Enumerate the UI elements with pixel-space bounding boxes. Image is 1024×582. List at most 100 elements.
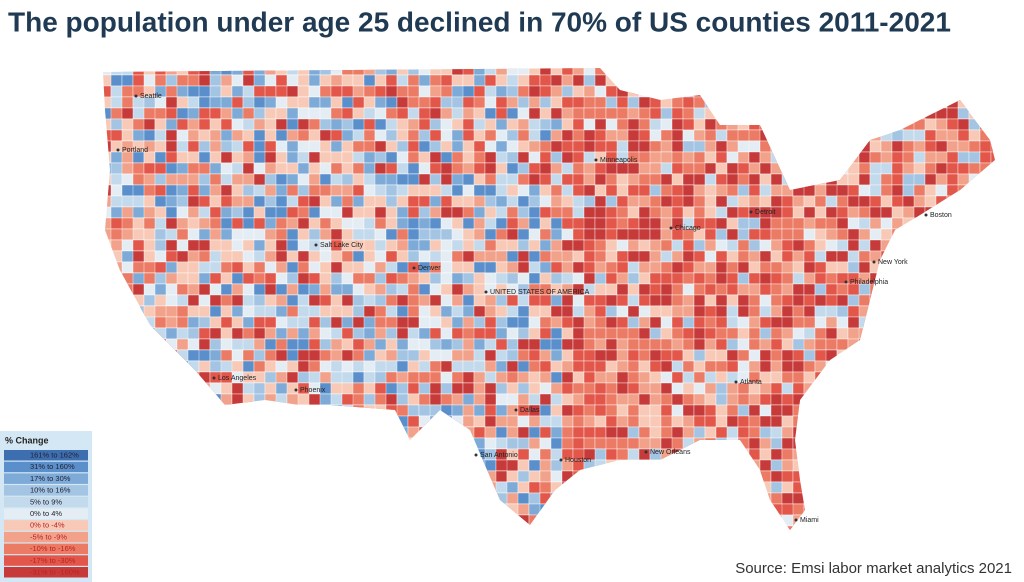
county	[121, 525, 134, 530]
county	[528, 206, 541, 219]
county	[924, 217, 937, 230]
county	[792, 68, 805, 76]
county	[979, 448, 992, 461]
county	[715, 371, 728, 384]
county	[176, 415, 189, 428]
county	[682, 327, 695, 340]
county	[506, 68, 519, 76]
county	[693, 74, 706, 87]
county	[726, 162, 739, 175]
county	[913, 129, 926, 142]
county	[429, 206, 442, 219]
county	[110, 448, 123, 461]
county	[352, 371, 365, 384]
county	[103, 404, 123, 417]
county	[957, 503, 970, 516]
county	[781, 68, 805, 76]
county	[682, 184, 695, 197]
county	[968, 173, 981, 186]
county	[979, 96, 992, 109]
county	[957, 68, 970, 76]
county	[330, 503, 365, 516]
county	[638, 514, 651, 527]
county	[924, 481, 948, 494]
county	[803, 338, 816, 351]
county	[103, 426, 134, 439]
county	[682, 173, 695, 186]
county	[341, 492, 365, 505]
county	[979, 217, 992, 230]
county	[275, 327, 288, 340]
county	[550, 151, 563, 164]
county	[671, 360, 684, 373]
county	[946, 250, 970, 263]
county	[385, 437, 398, 450]
county	[858, 404, 882, 417]
county	[924, 448, 948, 461]
county	[473, 173, 486, 186]
county	[110, 437, 134, 450]
county	[748, 426, 761, 439]
county	[891, 371, 915, 384]
county	[979, 492, 995, 505]
county	[231, 140, 244, 153]
county	[737, 107, 750, 120]
county	[638, 217, 651, 230]
county	[814, 404, 838, 417]
county	[979, 305, 992, 318]
county	[902, 217, 926, 230]
county	[847, 239, 860, 252]
county	[935, 503, 959, 516]
county	[803, 129, 816, 142]
county	[572, 195, 585, 208]
county	[440, 305, 453, 318]
county	[990, 470, 995, 483]
county	[869, 294, 893, 307]
county	[561, 316, 574, 329]
county	[429, 173, 442, 186]
county	[517, 426, 530, 439]
county	[836, 393, 860, 406]
county	[913, 305, 926, 318]
county	[946, 294, 970, 307]
county	[704, 206, 717, 219]
county	[847, 195, 860, 208]
county	[968, 250, 992, 263]
county	[517, 316, 530, 329]
county	[858, 85, 882, 98]
county	[154, 415, 189, 428]
county	[627, 415, 640, 428]
county	[220, 107, 233, 120]
county	[198, 162, 211, 175]
county	[242, 294, 255, 307]
county	[143, 382, 167, 395]
county	[825, 338, 838, 351]
county	[759, 305, 772, 318]
county	[242, 195, 255, 208]
county	[103, 294, 134, 307]
county	[220, 470, 233, 483]
county	[176, 470, 211, 483]
county	[539, 206, 552, 219]
county	[748, 514, 772, 527]
county	[946, 360, 959, 373]
county	[187, 525, 211, 530]
county	[891, 382, 904, 395]
place-label: UNITED STATES OF AMERICA	[490, 289, 590, 296]
county	[231, 426, 244, 439]
county	[704, 173, 717, 186]
county	[946, 371, 959, 384]
county	[242, 481, 255, 494]
county	[352, 85, 365, 98]
county	[627, 360, 640, 373]
county	[143, 316, 156, 329]
county	[143, 437, 178, 450]
county	[759, 470, 772, 483]
county	[968, 151, 981, 164]
legend: 161% to 162%31% to 160%17% to 30%10% to …	[4, 450, 88, 578]
county	[946, 437, 959, 450]
county	[561, 492, 585, 505]
county	[627, 272, 640, 285]
county	[649, 283, 662, 296]
county	[737, 525, 761, 530]
